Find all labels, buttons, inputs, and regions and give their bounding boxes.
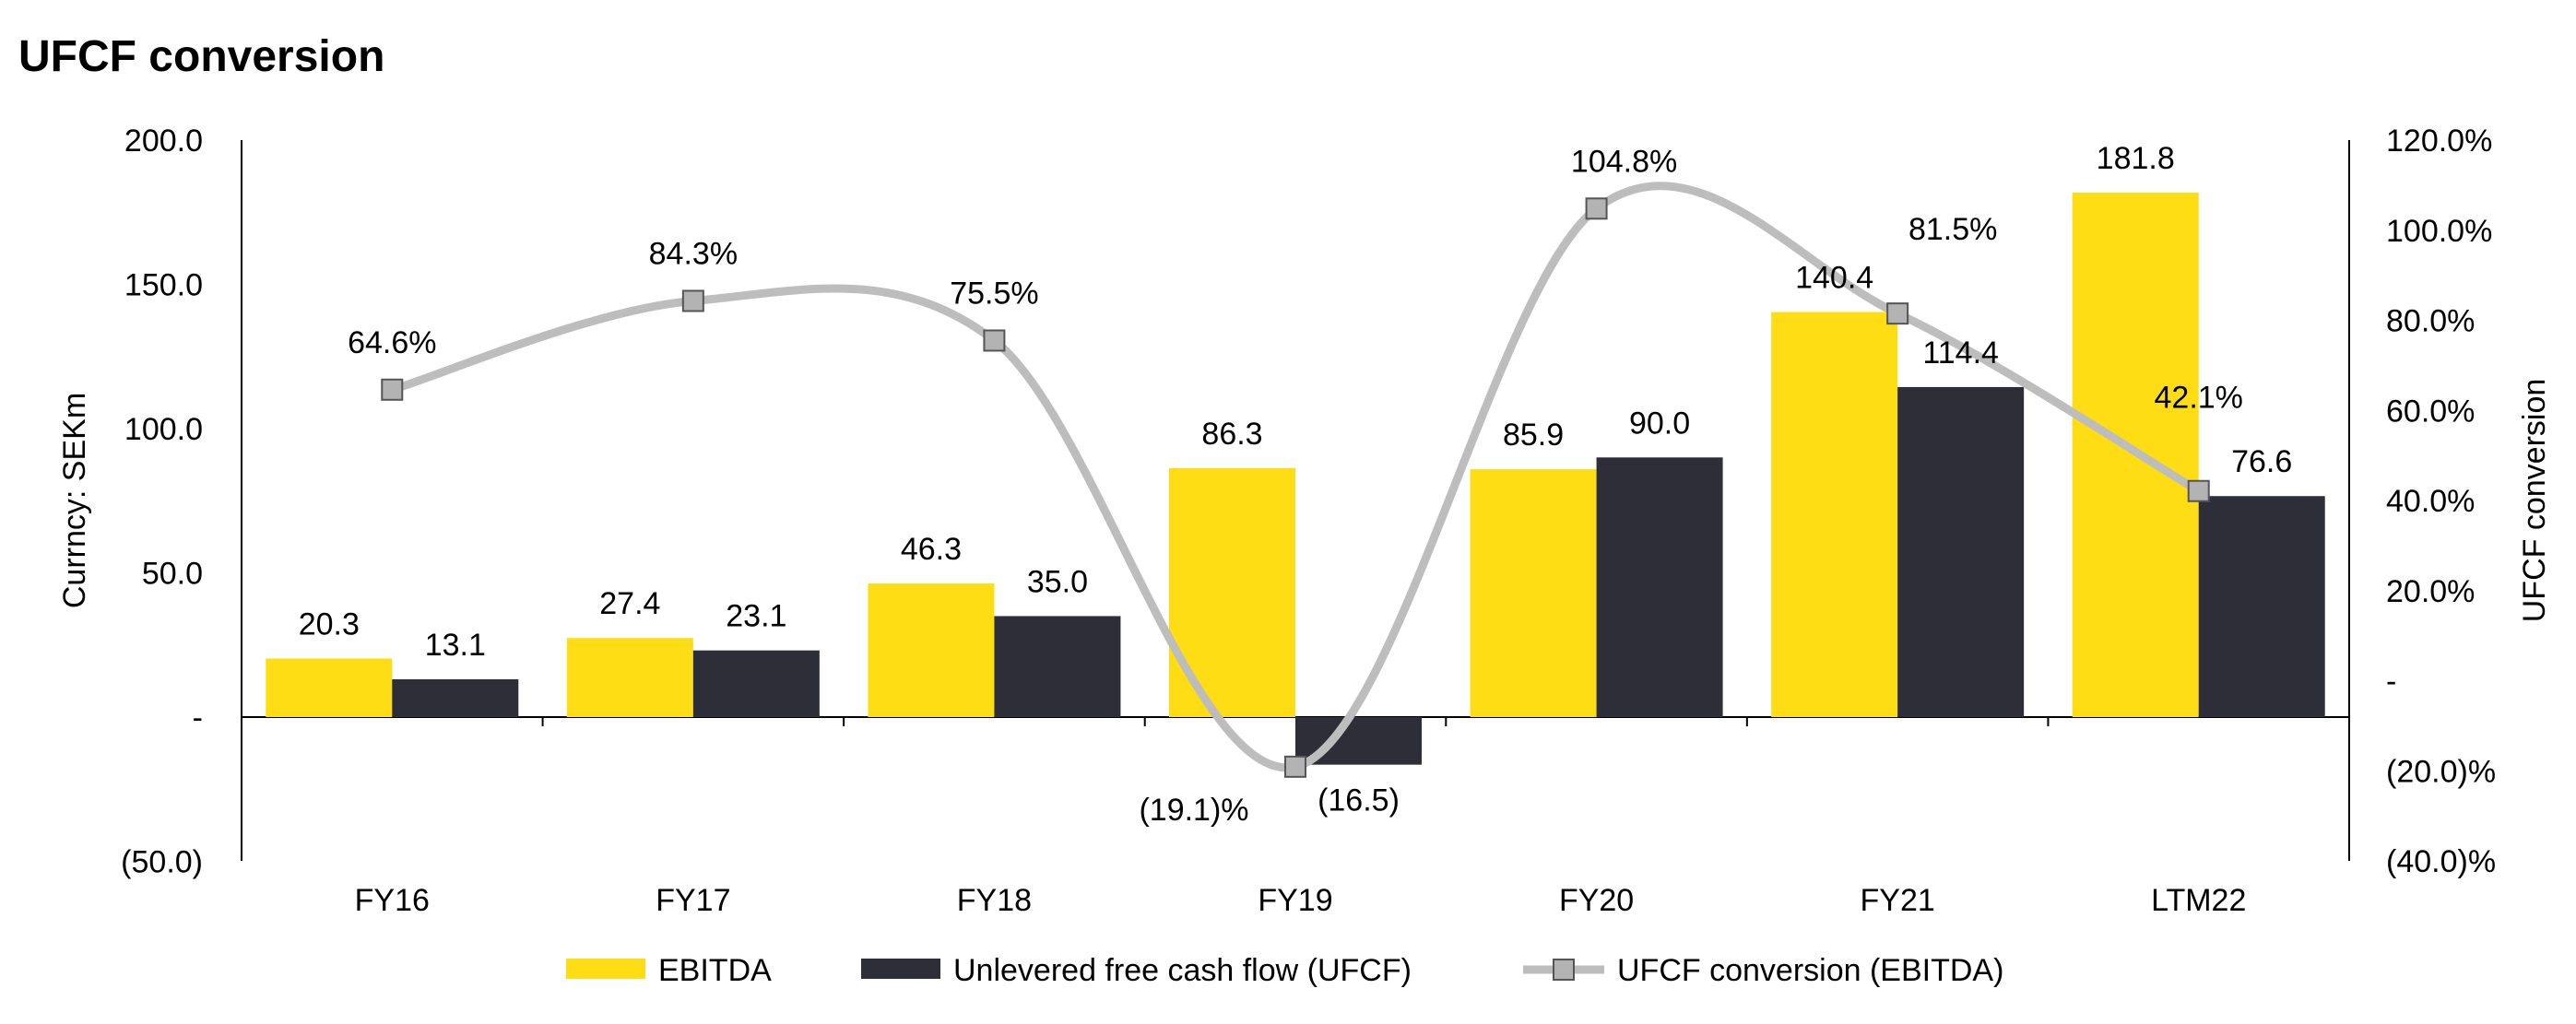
bar-ebitda (868, 583, 995, 717)
y2-tick-label: 80.0% (2386, 304, 2475, 339)
x-tick-label: FY19 (1258, 883, 1332, 918)
legend-marker-conversion (1553, 959, 1575, 981)
label-ufcf: 23.1 (726, 599, 786, 634)
label-conversion: (19.1)% (1139, 793, 1248, 828)
y2-tick-label: 120.0% (2386, 124, 2492, 159)
label-ufcf: 35.0 (1027, 564, 1088, 599)
label-ebitda: 27.4 (599, 586, 660, 621)
label-conversion: 81.5% (1908, 212, 1997, 247)
y-tick-label: 100.0 (124, 412, 203, 447)
label-ufcf: (16.5) (1318, 783, 1400, 818)
label-conversion: 104.8% (1571, 144, 1677, 179)
y2-tick-label: - (2386, 665, 2396, 700)
bar-ebitda (1771, 312, 1898, 717)
label-ufcf: 90.0 (1629, 406, 1690, 441)
bar-ufcf (994, 616, 1121, 717)
y2-axis-title: UFCF conversion (2517, 379, 2552, 623)
conversion-marker (381, 378, 404, 401)
y2-tick-label: 100.0% (2386, 214, 2492, 249)
y-tick-label: (50.0) (121, 845, 203, 880)
bar-ufcf (692, 650, 820, 717)
bar-ebitda (1470, 469, 1597, 717)
label-ebitda: 181.8 (2097, 141, 2175, 176)
conversion-marker (2187, 479, 2210, 502)
label-ebitda: 85.9 (1503, 418, 1564, 453)
label-conversion: 75.5% (950, 276, 1038, 311)
x-tick-label: FY18 (957, 883, 1032, 918)
y-axis-title: Currncy: SEKm (57, 393, 92, 608)
x-tick-label: FY16 (355, 883, 430, 918)
label-ebitda: 140.4 (1795, 261, 1873, 296)
label-ebitda: 20.3 (299, 606, 360, 641)
legend-swatch-ufcf (861, 959, 940, 979)
label-ufcf: 13.1 (425, 628, 486, 663)
y2-tick-label: (20.0)% (2386, 754, 2496, 789)
x-tick-label: LTM22 (2151, 883, 2246, 918)
y-tick-label: 200.0 (124, 124, 203, 159)
x-tick-label: FY17 (656, 883, 730, 918)
bar-ebitda (1169, 467, 1295, 717)
chart-title: UFCF conversion (18, 32, 385, 81)
label-ufcf: 76.6 (2231, 444, 2292, 479)
label-conversion: 42.1% (2155, 381, 2243, 416)
legend-label-ufcf: Unlevered free cash flow (UFCF) (953, 953, 1412, 988)
conversion-marker (681, 289, 704, 312)
bar-ufcf (2198, 496, 2325, 717)
legend-swatch-ebitda (566, 959, 645, 979)
bar-ebitda (566, 638, 693, 717)
label-conversion: 64.6% (348, 325, 436, 360)
bar-ufcf (392, 678, 519, 717)
y-tick-label: 50.0 (142, 557, 203, 592)
conversion-marker (1284, 755, 1306, 778)
conversion-line (381, 182, 2210, 778)
bar-ufcf (1897, 386, 2025, 717)
legend: EBITDA Unlevered free cash flow (UFCF) UFC… (566, 953, 2003, 988)
x-tick-label: FY20 (1559, 883, 1634, 918)
conversion-line-path (387, 182, 2204, 772)
label-conversion: 84.3% (649, 236, 738, 271)
legend-label-conversion: UFCF conversion (EBITDA) (1617, 953, 2003, 988)
y2-tick-label: 20.0% (2386, 574, 2475, 609)
label-ebitda: 86.3 (1201, 417, 1262, 452)
label-ebitda: 46.3 (901, 532, 962, 567)
axes: 200.0 150.0 100.0 50.0 - (50.0) 120.0% 100.0% 80… (57, 124, 2552, 918)
conversion-marker (1585, 197, 1608, 220)
data-labels: 20.3 13.1 27.4 23.1 46.3 35.0 86.3 (16.5) 85.9 90… (299, 141, 2293, 828)
legend-label-ebitda: EBITDA (658, 953, 772, 988)
bar-ebitda (266, 658, 393, 717)
y2-tick-label: 40.0% (2386, 484, 2475, 519)
y-tick-label: 150.0 (124, 268, 203, 303)
conversion-marker (1886, 302, 1909, 325)
x-tick-label: FY21 (1861, 883, 1935, 918)
label-ufcf: 114.4 (1922, 335, 1999, 371)
y2-tick-label: (40.0)% (2386, 844, 2496, 879)
bar-ufcf (1596, 457, 1723, 717)
conversion-marker (983, 329, 1006, 352)
bars (266, 192, 2325, 765)
y2-tick-label: 60.0% (2386, 394, 2475, 429)
y-tick-label: - (193, 700, 203, 736)
